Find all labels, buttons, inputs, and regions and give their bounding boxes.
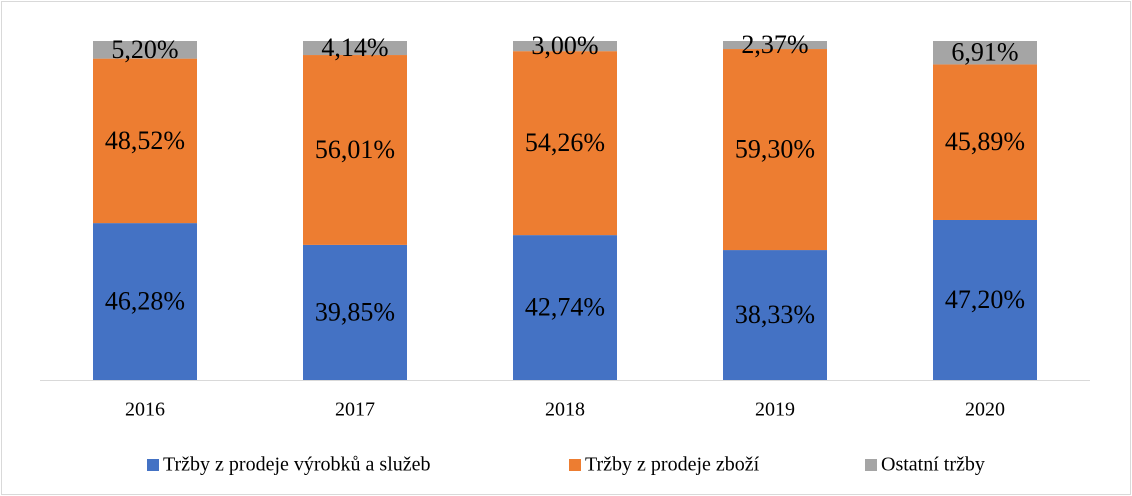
value-label: 3,00% [531,31,598,60]
bar-segment [933,64,1037,220]
bar-segment [723,250,827,380]
x-tick-label: 2016 [125,399,165,421]
value-label: 54,26% [525,128,605,157]
bar-segment [303,55,407,245]
bar-segment [303,41,407,56]
bar-segment [723,49,827,251]
value-label: 2,37% [741,30,808,59]
legend-swatch [147,459,159,471]
bar-segment [723,41,827,50]
value-label: 6,91% [951,38,1018,67]
bar-segment [513,235,617,380]
x-tick-label: 2020 [965,399,1005,421]
legend-label: Ostatní tržby [881,454,985,476]
legend-swatch [569,459,581,471]
legend-label: Tržby z prodeje výrobků a služeb [163,454,431,476]
value-label: 39,85% [315,297,395,326]
bar-segment [933,41,1037,65]
value-label: 42,74% [525,293,605,322]
x-tick-label: 2018 [545,399,585,421]
value-label: 4,14% [321,33,388,62]
bar-segment [93,223,197,380]
value-label: 5,20% [111,35,178,64]
x-tick-label: 2017 [335,399,375,421]
bar-segment [93,58,197,224]
value-label: 48,52% [105,126,185,155]
value-label: 59,30% [735,135,815,164]
bar-segment [303,244,407,380]
value-label: 38,33% [735,300,815,329]
legend-swatch [865,459,877,471]
bar-segment [513,41,617,52]
value-label: 47,20% [945,285,1025,314]
bar-segment [93,41,197,59]
bar-segment [933,219,1037,380]
value-label: 45,89% [945,127,1025,156]
x-tick-label: 2019 [755,399,795,421]
legend-label: Tržby z prodeje zboží [585,454,760,476]
bar-segment [513,51,617,236]
value-label: 56,01% [315,135,395,164]
value-label: 46,28% [105,287,185,316]
